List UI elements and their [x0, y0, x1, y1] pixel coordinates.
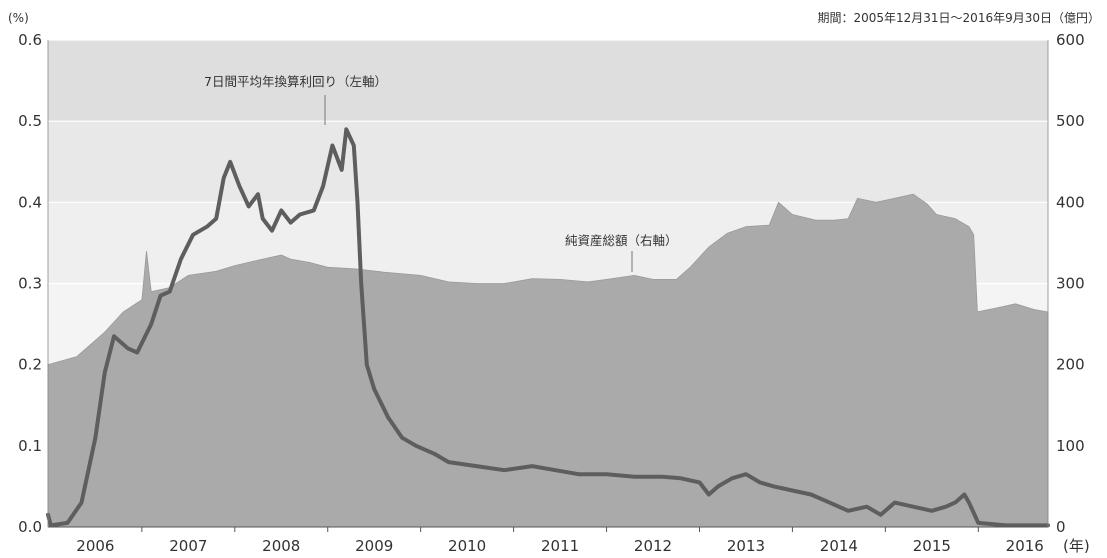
y-left-tick-label: 0.0 [18, 518, 42, 536]
y-left-tick-label: 0.2 [18, 356, 42, 374]
x-tick-label: 2015 [913, 537, 951, 555]
y-left-tick-label: 0.5 [18, 112, 42, 130]
x-axis-unit: (年) [1063, 537, 1090, 555]
background-band [48, 40, 1048, 122]
x-tick-label: 2013 [727, 537, 765, 555]
x-tick-label: 2010 [448, 537, 486, 555]
y-right-tick-label: 100 [1056, 437, 1085, 455]
x-tick-label: 2012 [634, 537, 672, 555]
y-left-tick-label: 0.6 [18, 31, 42, 49]
nav-area-series [47, 193, 1049, 528]
x-tick-label: 2009 [355, 537, 393, 555]
x-tick-label: 2016 [1006, 537, 1044, 555]
nav-series-label: 純資産総額（右軸） [565, 233, 678, 248]
background-band [48, 121, 1048, 203]
x-tick-label: 2007 [169, 537, 207, 555]
y-right-tick-label: 400 [1056, 193, 1085, 211]
yield-line-series [46, 127, 1050, 528]
left-axis-unit: (%) [8, 11, 29, 25]
period-note: 期間：2005年12月31日～2016年9月30日（億円） [817, 11, 1100, 25]
y-left-tick-label: 0.3 [18, 275, 42, 293]
y-left-tick-label: 0.1 [18, 437, 42, 455]
y-right-tick-label: 0 [1056, 518, 1066, 536]
y-right-tick-label: 300 [1056, 275, 1085, 293]
annotations: 7日間平均年換算利回り（左軸） 純資産総額（右軸） [204, 74, 678, 272]
y-right-tick-label: 200 [1056, 356, 1085, 374]
y-right-tick-label: 600 [1056, 31, 1085, 49]
series-layer [46, 127, 1050, 528]
x-tick-label: 2008 [262, 537, 300, 555]
x-tick-label: 2014 [820, 537, 858, 555]
yield-series-label: 7日間平均年換算利回り（左軸） [204, 74, 387, 89]
y-left-tick-label: 0.4 [18, 193, 42, 211]
y-right-tick-label: 500 [1056, 112, 1085, 130]
x-tick-label: 2011 [541, 537, 579, 555]
axes: 0.0 0.1 0.2 0.3 0.4 0.5 0.6 0 100 200 300 400 500 600… [18, 31, 1085, 555]
x-tick-label: 2006 [76, 537, 114, 555]
